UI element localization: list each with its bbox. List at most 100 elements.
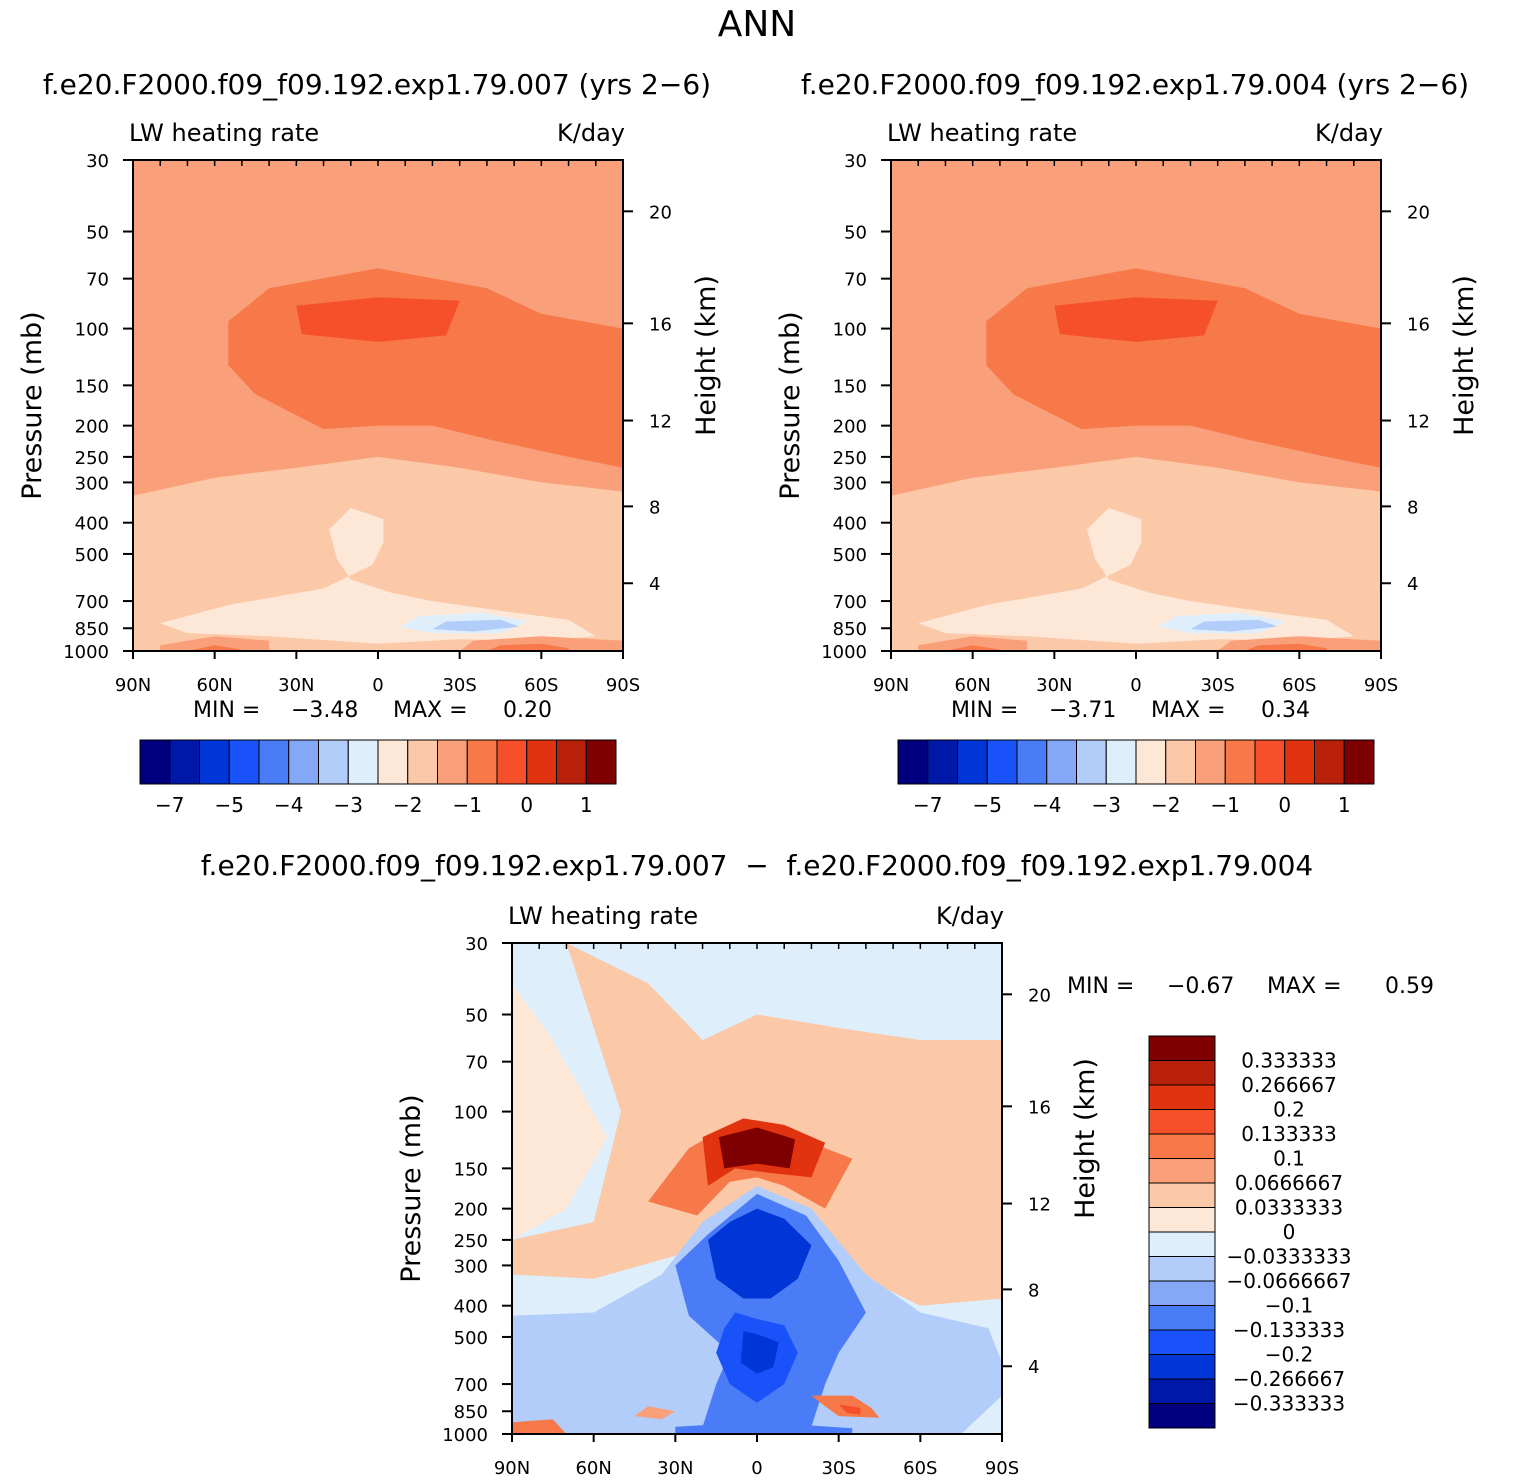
colorbar-swatch [1224, 739, 1256, 785]
colorbar-swatch [1148, 1158, 1216, 1184]
contour-region [918, 507, 1354, 644]
colorbar-swatch [1148, 1403, 1216, 1429]
y-axis-label: Pressure (mb) [396, 1094, 427, 1282]
colorbar-swatch [1314, 739, 1345, 785]
colorbar-label: −5 [215, 793, 244, 817]
height-tick-label: 16 [1407, 314, 1430, 335]
colorbar-swatch [407, 739, 438, 785]
colorbar-label: −4 [1032, 793, 1061, 817]
contour-region [740, 1331, 779, 1374]
colorbar-label: 0.0333333 [1235, 1196, 1343, 1220]
contour-fills [891, 160, 1381, 651]
y-tick-label: 500 [454, 1328, 488, 1349]
colorbar-swatch [1105, 739, 1137, 785]
contour-region [486, 643, 569, 651]
y-axis-label: Pressure (mb) [775, 311, 806, 499]
x-tick-label: 30N [278, 675, 314, 696]
colorbar-swatch [585, 739, 617, 785]
colorbar-swatch [1284, 739, 1315, 785]
panel-title: f.e20.F2000.f09_f09.192.exp1.79.007 (yrs… [43, 68, 711, 101]
colorbar-label: −1 [453, 793, 482, 817]
height-tick-label: 4 [649, 574, 660, 595]
contour-region [918, 636, 1028, 651]
x-tick-label: 30S [821, 1458, 855, 1479]
units-label: K/day [936, 902, 1004, 930]
y-tick-label: 30 [844, 151, 867, 172]
colorbar-swatch [258, 739, 290, 785]
colorbar-swatch [1148, 1109, 1216, 1135]
colorbar-label: 0.266667 [1241, 1073, 1336, 1097]
colorbar-label: −2 [393, 793, 422, 817]
y-tick-label: 30 [465, 934, 488, 955]
x-tick-label: 0 [372, 675, 383, 696]
x-tick-label: 60S [524, 675, 558, 696]
colorbar-swatch [1148, 1060, 1216, 1086]
colorbar-swatch [1148, 1256, 1216, 1282]
colorbar-label: 0.333333 [1241, 1049, 1336, 1073]
x-tick-label: 90S [1364, 675, 1398, 696]
colorbar-swatch [169, 739, 200, 785]
max-value: 0.59 [1385, 974, 1434, 999]
colorbar-swatch [1148, 1231, 1216, 1257]
y-tick-label: 1000 [442, 1425, 488, 1446]
colorbar-label: 0.2 [1273, 1098, 1305, 1122]
min-value: −3.71 [1049, 698, 1116, 723]
colorbar-swatch [897, 739, 929, 785]
colorbar-label: −3 [1092, 793, 1121, 817]
y-tick-label: 70 [844, 270, 867, 291]
colorbar-swatch [228, 739, 260, 785]
diff-title: f.e20.F2000.f09_f09.192.exp1.79.007 − f.… [201, 849, 1314, 882]
colorbar-swatch [139, 739, 171, 785]
y-tick-label: 50 [465, 1006, 488, 1027]
height-tick-label: 12 [1407, 412, 1430, 433]
x-tick-label: 0 [751, 1458, 762, 1479]
contour-region [432, 619, 520, 632]
y-tick-label: 150 [833, 376, 867, 397]
height-tick-label: 8 [649, 497, 660, 518]
colorbar-swatch [1148, 1354, 1216, 1380]
panel-0: f.e20.F2000.f09_f09.192.exp1.79.007 (yrs… [17, 68, 722, 817]
colorbar-swatch [288, 739, 319, 785]
min-label: MIN = [193, 698, 260, 723]
x-tick-label: 90S [606, 675, 640, 696]
y-tick-label: 200 [75, 417, 109, 438]
x-tick-label: 90N [873, 675, 909, 696]
variable-label: LW heating rate [887, 119, 1077, 147]
y-tick-label: 1000 [821, 642, 867, 663]
colorbar-swatch [1076, 739, 1107, 785]
height-tick-label: 4 [1407, 574, 1418, 595]
x-tick-label: 60N [196, 675, 232, 696]
contour-region [160, 507, 596, 644]
contour-region [838, 1404, 861, 1415]
contour-region [1054, 297, 1218, 342]
y-tick-label: 300 [454, 1256, 488, 1277]
y-tick-label: 500 [833, 545, 867, 566]
y-tick-label: 700 [454, 1375, 488, 1396]
colorbar-label: −7 [155, 793, 184, 817]
colorbar-swatch [957, 739, 988, 785]
contour-region [675, 1423, 853, 1434]
colorbar-swatch [377, 739, 409, 785]
y-tick-label: 400 [833, 514, 867, 535]
units-label: K/day [557, 119, 625, 147]
contour-region [512, 1419, 567, 1434]
variable-label: LW heating rate [129, 119, 319, 147]
colorbar-label: −2 [1151, 793, 1180, 817]
min-label: MIN = [1067, 974, 1134, 999]
y-tick-label: 250 [454, 1231, 488, 1252]
colorbar-swatch [526, 739, 557, 785]
figure-title: ANN [718, 4, 797, 45]
min-value: −3.48 [291, 698, 358, 723]
colorbar-swatch [556, 739, 587, 785]
min-label: MIN = [951, 698, 1018, 723]
y-tick-label: 100 [833, 320, 867, 341]
contour-region [945, 645, 1000, 651]
colorbar: 0.3333330.2666670.20.1333330.10.06666670… [1148, 1035, 1351, 1429]
y-axis-label: Pressure (mb) [17, 311, 48, 499]
height-tick-label: 8 [1028, 1280, 1039, 1301]
max-label: MAX = [1267, 974, 1342, 999]
height-tick-label: 16 [1028, 1097, 1051, 1118]
colorbar-swatch [986, 739, 1018, 785]
colorbar-swatch [318, 739, 349, 785]
